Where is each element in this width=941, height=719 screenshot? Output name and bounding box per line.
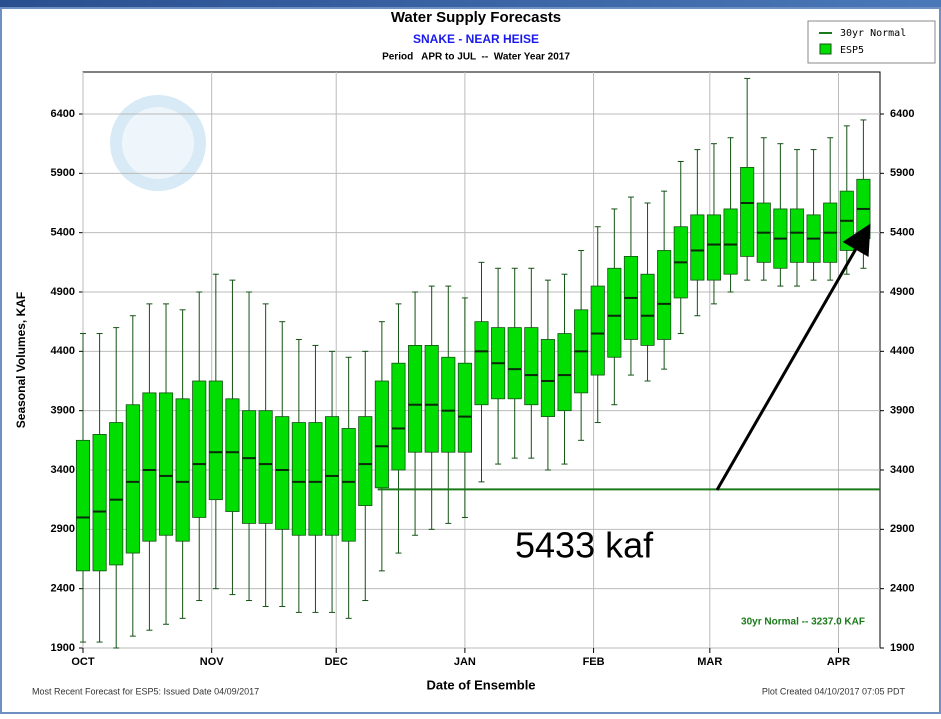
y2-tick-label: 5400 — [890, 227, 914, 239]
y-tick-label: 6400 — [51, 108, 75, 120]
y-tick-label: 4900 — [51, 286, 75, 298]
box — [408, 345, 423, 453]
x-tick-label: OCT — [71, 656, 95, 668]
box — [125, 404, 140, 554]
box — [225, 398, 240, 512]
y-tick-label: 4400 — [51, 345, 75, 357]
y-tick-label: 2400 — [51, 583, 75, 595]
box — [158, 392, 174, 536]
chart-subtitle: SNAKE - NEAR HEISE — [413, 32, 539, 46]
box — [590, 285, 605, 376]
box — [441, 356, 456, 453]
footer-right: Plot Created 04/10/2017 07:05 PDT — [762, 686, 906, 696]
y2-tick-label: 4900 — [890, 286, 914, 298]
x-tick-label: NOV — [200, 656, 225, 668]
box — [557, 333, 572, 412]
chart-title: Water Supply Forecasts — [391, 9, 561, 26]
frame — [0, 7, 941, 714]
box — [657, 250, 672, 340]
y-tick-label: 5400 — [51, 227, 75, 239]
box — [92, 434, 107, 572]
box — [258, 410, 273, 524]
box — [789, 208, 805, 263]
legend-swatch — [819, 43, 832, 55]
x-axis-label: Date of Ensemble — [426, 677, 535, 692]
box — [208, 380, 223, 501]
x-tick-label: APR — [827, 656, 850, 668]
box — [241, 410, 257, 524]
box — [607, 267, 622, 358]
y-tick-label: 3900 — [51, 405, 75, 417]
box — [690, 214, 705, 281]
box — [474, 321, 489, 406]
y2-tick-label: 2400 — [890, 583, 914, 595]
normal-label: 30yr Normal -- 3237.0 KAF — [741, 617, 865, 628]
y2-tick-label: 3400 — [890, 464, 914, 476]
annotation-arrow — [715, 223, 871, 491]
box — [507, 327, 522, 400]
box — [341, 428, 356, 542]
box — [540, 339, 555, 418]
x-tick-label: MAR — [697, 656, 722, 668]
y2-tick-label: 3900 — [890, 405, 914, 417]
box — [109, 422, 124, 566]
box — [723, 208, 738, 275]
y-tick-label: 5900 — [51, 167, 75, 179]
y-tick-label: 3400 — [51, 464, 75, 476]
x-tick-label: FEB — [583, 656, 605, 668]
box — [640, 273, 655, 346]
noaa-logo — [110, 95, 206, 191]
y2-tick-label: 2900 — [890, 523, 914, 535]
legend: 30yr Normal ESP5 — [807, 20, 936, 64]
box — [358, 416, 373, 507]
box — [275, 416, 290, 530]
box — [457, 362, 472, 453]
box — [424, 345, 439, 453]
y-tick-label: 2900 — [51, 523, 75, 535]
annotation: 5433 kaf — [515, 525, 654, 566]
y2-tick-label: 4400 — [890, 345, 914, 357]
y2-tick-label: 6400 — [890, 108, 914, 120]
footer-left: Most Recent Forecast for ESP5: Issued Da… — [32, 686, 259, 696]
box — [192, 380, 207, 518]
box — [75, 439, 91, 572]
x-tick-label: DEC — [325, 656, 348, 668]
y-axis-label: Seasonal Volumes, KAF — [14, 292, 28, 428]
box — [706, 214, 721, 281]
legend-label: 30yr Normal — [840, 28, 906, 39]
legend-box — [807, 20, 936, 64]
period: Period APR to JUL -- Water Year 2017 — [382, 52, 570, 63]
x-tick-label: JAN — [454, 656, 476, 668]
y2-tick-label: 5900 — [890, 167, 914, 179]
top-bar — [0, 0, 941, 8]
box — [308, 422, 323, 536]
y-tick-label: 1900 — [51, 642, 75, 654]
box — [175, 398, 190, 542]
box — [374, 380, 389, 489]
box — [740, 167, 755, 257]
y2-tick-label: 1900 — [890, 642, 914, 654]
box — [391, 362, 406, 471]
box — [142, 392, 157, 542]
box — [524, 327, 539, 406]
box — [291, 422, 306, 536]
legend-label: ESP5 — [840, 45, 864, 56]
